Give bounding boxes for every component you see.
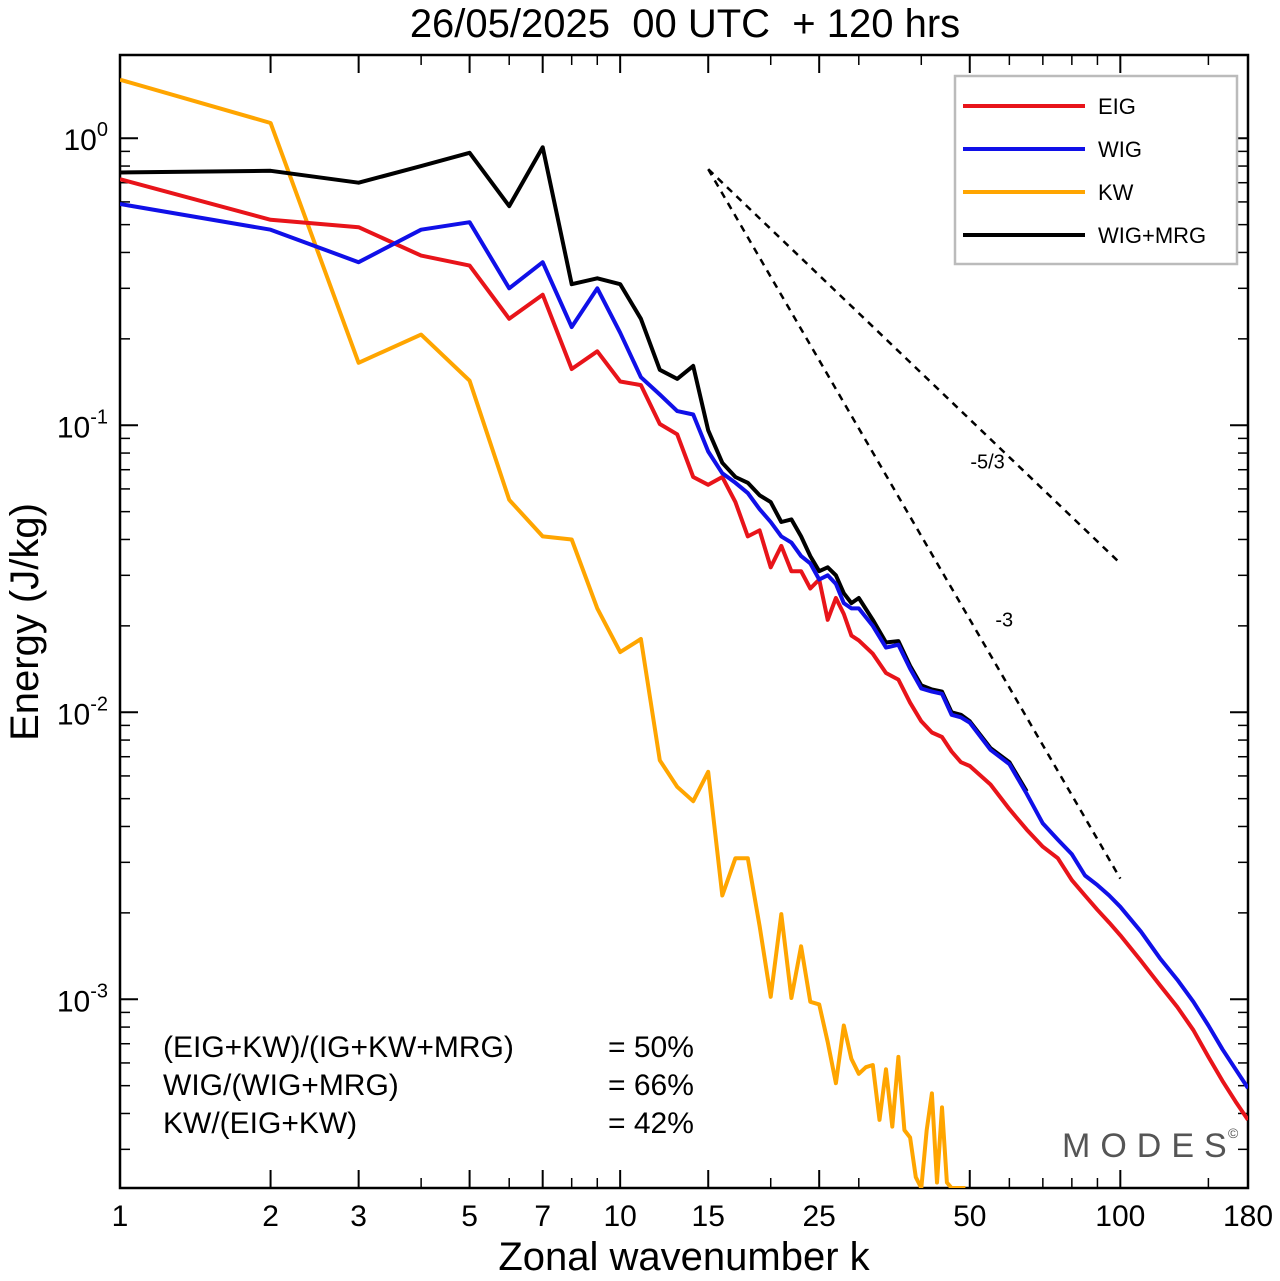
x-axis-title: Zonal wavenumber k	[498, 1235, 870, 1279]
x-tick-label: 2	[262, 1200, 279, 1233]
copyright-symbol: ©	[1228, 1125, 1239, 1141]
slope-label: -5/3	[970, 451, 1004, 473]
ratio-label: (EIG+KW)/(IG+KW+MRG)	[163, 1031, 514, 1064]
y-tick-label: 10-1	[57, 406, 108, 444]
legend-label: KW	[1098, 180, 1134, 205]
x-tick-label: 10	[603, 1200, 636, 1233]
x-axis-ticks: 1 2 3 5 7 10 15 25 50 100 180	[112, 55, 1273, 1233]
ratio-label: KW/(EIG+KW)	[163, 1107, 357, 1140]
series-line-kw	[120, 77, 966, 1188]
slope-line	[707, 168, 1122, 565]
x-tick-label: 5	[461, 1200, 478, 1233]
plot-area: 1 2 3 5 7 10 15 25 50 100 180 100 10-1 10-2 10-3 -5/3…	[57, 53, 1273, 1233]
x-tick-label: 1	[112, 1200, 129, 1233]
percentage-annotations: (EIG+KW)/(IG+KW+MRG) = 50% WIG/(WIG+MRG) = …	[163, 1031, 694, 1140]
modes-logo: MODES ©	[1062, 1125, 1239, 1165]
x-tick-label: 3	[350, 1200, 367, 1233]
x-tick-label: 180	[1223, 1200, 1273, 1233]
series-line-eig	[120, 177, 1248, 1122]
reference-slope-lines: -5/3 -3	[707, 168, 1122, 880]
x-tick-label: 25	[803, 1200, 836, 1233]
x-tick-label: 50	[953, 1200, 986, 1233]
modes-brand-text: MODES	[1062, 1127, 1237, 1165]
x-tick-label: 100	[1095, 1200, 1145, 1233]
ratio-value: = 50%	[608, 1031, 694, 1064]
legend-label: EIG	[1098, 94, 1136, 119]
y-axis-ticks: 100 10-1 10-2 10-3	[57, 119, 1248, 1151]
slope-line	[707, 168, 1122, 880]
x-tick-label: 15	[692, 1200, 725, 1233]
slope-label: -3	[995, 610, 1013, 632]
legend-label: WIG+MRG	[1098, 223, 1206, 248]
y-tick-label: 100	[64, 119, 109, 157]
chart-title: 26/05/2025 00 UTC + 120 hrs	[410, 2, 960, 46]
series-line-wig	[120, 202, 1248, 1090]
y-axis-title: Energy (J/kg)	[3, 503, 47, 741]
y-tick-label: 10-2	[57, 693, 108, 731]
series-line-wig-mrg	[120, 145, 1029, 793]
legend: EIG WIG KW WIG+MRG	[953, 74, 1239, 266]
x-tick-label: 7	[534, 1200, 551, 1233]
series-lines	[120, 77, 1248, 1188]
ratio-label: WIG/(WIG+MRG)	[163, 1069, 399, 1102]
y-tick-label: 10-3	[57, 980, 108, 1018]
plot-frame	[118, 53, 1250, 1190]
ratio-value: = 42%	[608, 1107, 694, 1140]
legend-label: WIG	[1098, 137, 1142, 162]
ratio-value: = 66%	[608, 1069, 694, 1102]
